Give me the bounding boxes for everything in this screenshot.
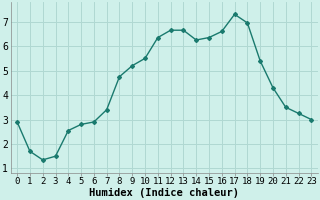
X-axis label: Humidex (Indice chaleur): Humidex (Indice chaleur)	[89, 188, 239, 198]
